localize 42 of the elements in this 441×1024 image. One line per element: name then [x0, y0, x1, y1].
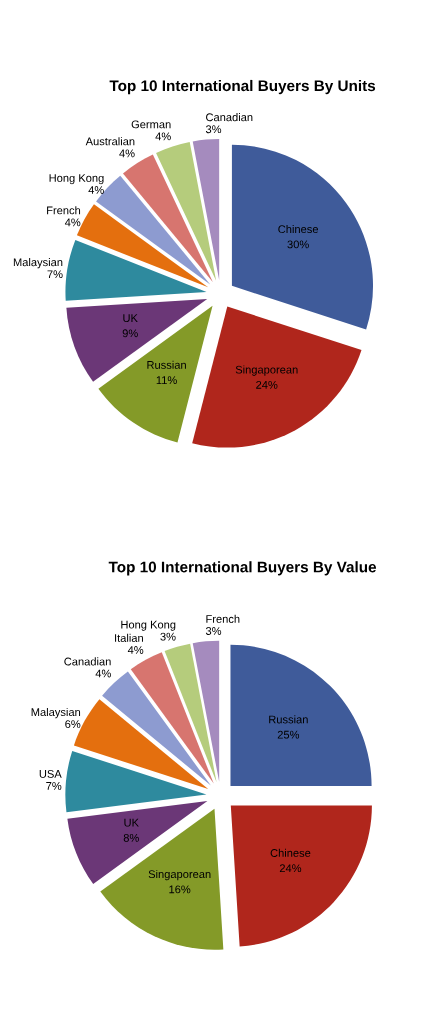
slice-label: Singaporean — [235, 365, 298, 376]
slice-label: German — [131, 120, 171, 129]
slice-label: Russian — [147, 360, 186, 369]
data-label: 8% — [123, 833, 139, 842]
data-label: 4% — [119, 149, 135, 158]
slice-label: UK — [123, 314, 138, 323]
data-label: 6% — [65, 720, 81, 729]
data-label: 24% — [256, 380, 278, 389]
slice-label: Italian — [115, 633, 143, 642]
slice-label: French — [206, 614, 240, 623]
slice-label: Australian — [85, 137, 135, 146]
data-label: 4% — [155, 132, 171, 141]
slice-label: Malaysian — [31, 707, 81, 719]
slice-label: USA — [39, 770, 62, 778]
data-label: 9% — [122, 329, 138, 338]
slice-label: Hong Kong — [49, 174, 104, 185]
slice-label: French — [47, 206, 81, 215]
slice-label: Singaporean — [148, 869, 211, 881]
chart-title: Top 10 International Buyers By Value — [108, 561, 377, 576]
data-label: 7% — [46, 782, 62, 790]
data-label: 11% — [156, 376, 177, 385]
data-label: 4% — [95, 669, 111, 678]
chart-title: Top 10 International Buyers By Units — [109, 79, 376, 95]
slice-label: Hong Kong — [121, 620, 176, 631]
data-label: 4% — [64, 218, 81, 227]
data-label: 16% — [169, 885, 191, 894]
data-label: 25% — [277, 730, 300, 739]
slice-label: UK — [124, 818, 139, 827]
slice-label: Canadian — [206, 113, 253, 122]
slice-label: Russian — [269, 715, 308, 724]
slice-label: Chinese — [270, 848, 311, 857]
data-label: 24% — [279, 864, 302, 873]
slice-label: Chinese — [278, 224, 319, 234]
slice-label: Malaysian — [13, 258, 63, 269]
data-label: 7% — [47, 270, 63, 279]
data-label: 3% — [205, 125, 222, 134]
data-label: 3% — [160, 632, 176, 641]
data-label: 3% — [205, 627, 222, 635]
data-label: 30% — [287, 240, 309, 249]
slice-label: Canadian — [64, 657, 111, 666]
data-label: 4% — [127, 646, 144, 654]
data-label: 4% — [88, 186, 104, 194]
